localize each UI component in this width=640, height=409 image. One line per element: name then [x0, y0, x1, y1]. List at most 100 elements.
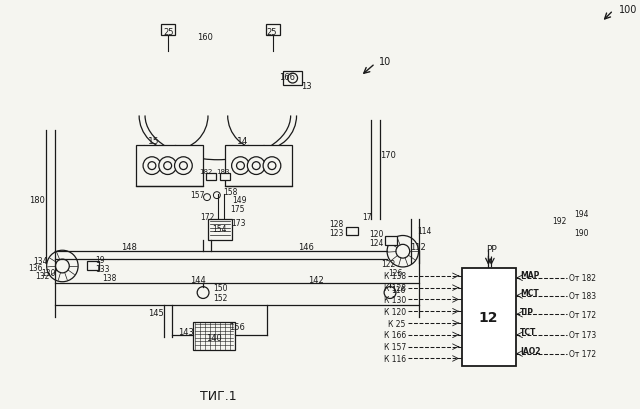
Text: 172: 172 [200, 213, 215, 222]
Circle shape [47, 251, 78, 282]
Circle shape [143, 157, 161, 175]
Text: 192: 192 [552, 217, 567, 226]
Text: MAP: MAP [520, 271, 540, 280]
Text: 126: 126 [388, 269, 402, 278]
Text: От 172: От 172 [569, 349, 596, 358]
Bar [346, 227, 358, 236]
Text: 134: 134 [33, 256, 48, 265]
Text: 175: 175 [230, 205, 245, 214]
Text: 14: 14 [237, 136, 248, 145]
Text: 122: 122 [381, 259, 395, 268]
Text: 138: 138 [102, 274, 116, 283]
Text: 166: 166 [278, 72, 294, 81]
Bar [225, 146, 292, 187]
Text: 130: 130 [42, 269, 56, 278]
Circle shape [159, 157, 177, 175]
Circle shape [148, 162, 156, 170]
Text: 133: 133 [95, 265, 109, 274]
Text: От 172: От 172 [569, 310, 596, 319]
Text: 114: 114 [417, 227, 431, 236]
Text: 182: 182 [199, 168, 212, 174]
Text: 143: 143 [179, 328, 195, 337]
Bar [136, 146, 203, 187]
Circle shape [396, 245, 410, 258]
Circle shape [204, 194, 211, 201]
Text: 10: 10 [380, 57, 392, 67]
Text: 183: 183 [216, 168, 230, 174]
Circle shape [175, 157, 192, 175]
Text: К 138: К 138 [383, 272, 406, 281]
Circle shape [268, 162, 276, 170]
Bar [385, 237, 397, 246]
Text: TIP: TIP [520, 307, 534, 316]
Text: IAO2: IAO2 [520, 346, 540, 355]
Text: 112: 112 [410, 242, 426, 251]
Text: 142: 142 [308, 276, 324, 285]
Text: К 128: К 128 [384, 283, 406, 292]
Text: 12: 12 [479, 310, 498, 324]
Text: ΤИГ.1: ΤИГ.1 [200, 389, 236, 402]
Text: От 183: От 183 [569, 291, 596, 300]
Text: 123: 123 [330, 229, 344, 238]
Circle shape [56, 259, 69, 273]
Bar [208, 219, 232, 241]
Text: PP: PP [486, 244, 497, 253]
Text: 154: 154 [212, 225, 227, 234]
Text: 136: 136 [29, 264, 43, 273]
Text: 132: 132 [36, 272, 50, 281]
Text: К 157: К 157 [383, 342, 406, 351]
Text: 180: 180 [29, 195, 45, 204]
Text: 194: 194 [574, 210, 589, 219]
Text: 157: 157 [191, 190, 205, 199]
Bar [220, 174, 230, 181]
Text: 158: 158 [223, 187, 237, 196]
Bar [87, 261, 99, 270]
Text: 144: 144 [190, 276, 206, 285]
Text: К 116: К 116 [383, 354, 406, 363]
Circle shape [197, 287, 209, 299]
Text: 15: 15 [148, 136, 159, 145]
Text: 150: 150 [213, 283, 227, 292]
Circle shape [263, 157, 281, 175]
Text: От 182: От 182 [569, 274, 596, 283]
Text: 145: 145 [148, 308, 164, 317]
Text: 170: 170 [380, 151, 396, 160]
Text: 160: 160 [197, 33, 213, 42]
Text: 25: 25 [163, 28, 174, 37]
Text: 19: 19 [95, 255, 104, 264]
Circle shape [213, 192, 220, 199]
Text: 100: 100 [620, 5, 637, 15]
Text: 25: 25 [267, 28, 277, 37]
Text: 116: 116 [390, 285, 405, 294]
Bar [283, 72, 303, 86]
Text: 148: 148 [122, 242, 137, 251]
Circle shape [179, 162, 188, 170]
Text: 149: 149 [232, 195, 247, 204]
Text: К 166: К 166 [383, 330, 406, 339]
Text: 190: 190 [574, 229, 589, 238]
Bar [266, 25, 280, 36]
Text: К 120: К 120 [383, 307, 406, 316]
Circle shape [387, 236, 419, 267]
Circle shape [248, 157, 265, 175]
Text: От 173: От 173 [569, 330, 596, 339]
Circle shape [232, 157, 250, 175]
Text: TCT: TCT [520, 328, 536, 337]
Text: 17: 17 [363, 213, 372, 222]
Text: 13: 13 [301, 82, 312, 91]
Circle shape [237, 162, 244, 170]
Text: 120: 120 [369, 229, 383, 238]
Text: 146: 146 [298, 242, 314, 251]
Text: 156: 156 [230, 323, 246, 332]
Bar [193, 322, 235, 350]
Text: 124: 124 [369, 238, 383, 247]
Text: 128: 128 [330, 220, 344, 229]
Text: 173: 173 [232, 219, 246, 228]
Circle shape [288, 74, 298, 84]
Text: MCT: MCT [520, 288, 539, 297]
Bar [462, 268, 516, 366]
Circle shape [164, 162, 172, 170]
Circle shape [252, 162, 260, 170]
Circle shape [384, 287, 396, 299]
Bar [161, 25, 175, 36]
